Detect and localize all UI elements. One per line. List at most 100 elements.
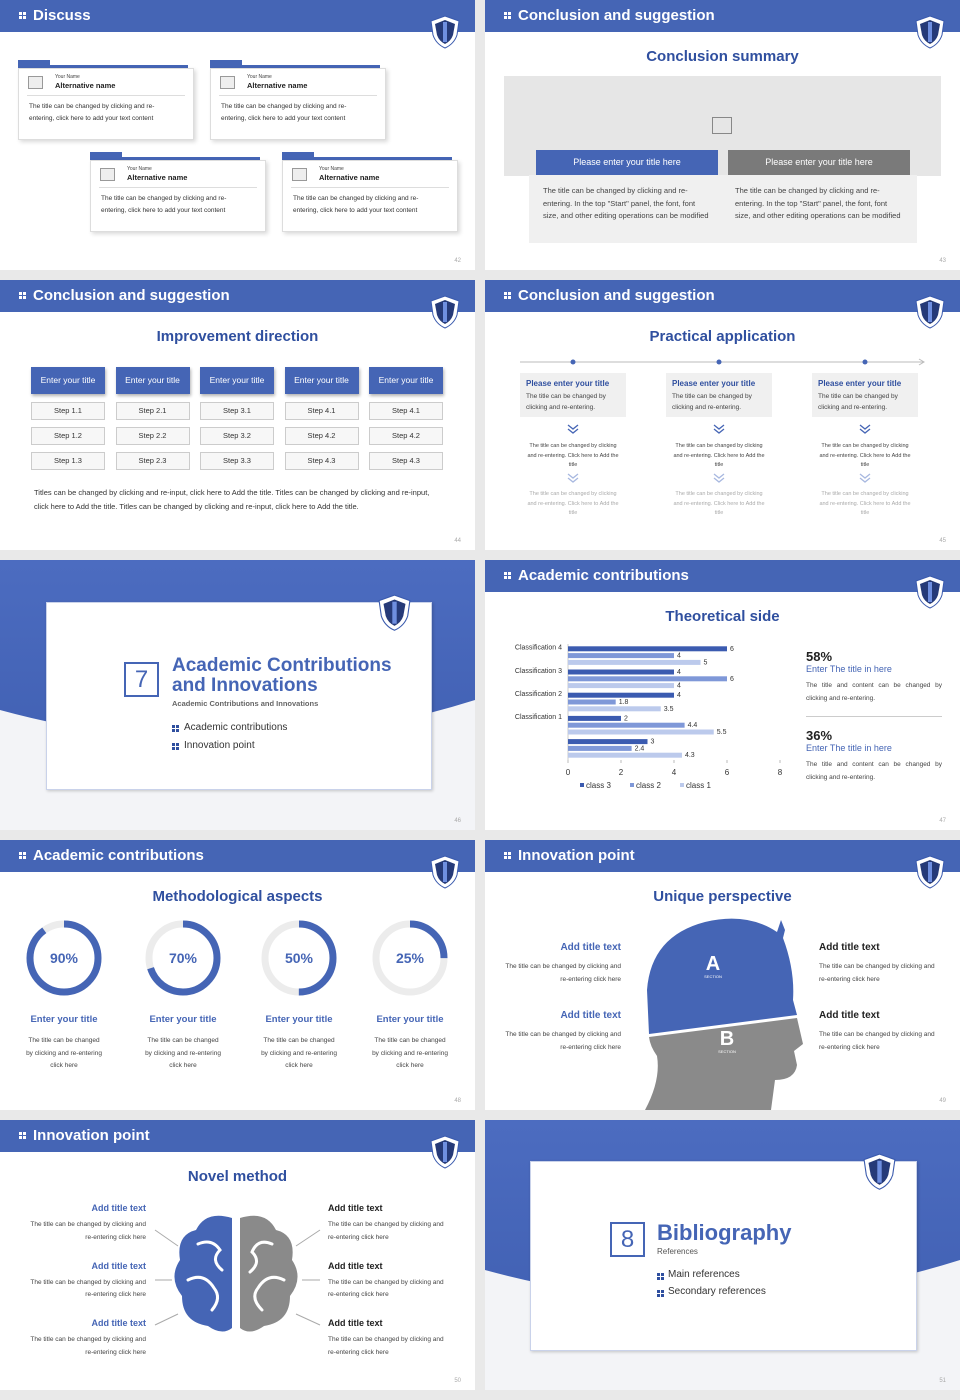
- donuts: 90% 70% 50% 25%: [26, 920, 448, 996]
- bar: [568, 729, 714, 735]
- item-title: Add title text: [328, 1203, 383, 1213]
- bullet-dot: [508, 572, 511, 575]
- bar: [568, 683, 674, 689]
- bullet-dot: [23, 296, 26, 299]
- bullet-dot: [661, 1273, 664, 1276]
- note-text: The title can be changed by clicking and…: [673, 443, 765, 468]
- chevron: [859, 424, 871, 434]
- card-body: Your Name Alternative name The title can b…: [210, 68, 386, 140]
- box-body: The title can be changed by clicking and…: [721, 175, 917, 243]
- card-top-bar: [210, 65, 380, 68]
- data-label: 5.5: [717, 729, 727, 736]
- slide-title: Practical application: [649, 328, 796, 345]
- info-title: Please enter your title: [818, 379, 902, 388]
- item-title: Add title text: [819, 1010, 880, 1021]
- donut-label: 70%: [169, 950, 198, 966]
- legend-label: class 1: [686, 781, 711, 790]
- bar: [568, 752, 682, 758]
- step-box: Step 4.3: [369, 452, 443, 470]
- section-subtitle: Academic Contributions and Innovations: [172, 699, 319, 708]
- item-text: The title can be changed by clicking and…: [505, 963, 621, 983]
- step-box: Step 4.1: [369, 402, 443, 420]
- step-box: Step 3.1: [200, 402, 274, 420]
- info-box: Please enter your title The title can be …: [520, 373, 626, 417]
- header-title: Conclusion and suggestion: [33, 287, 230, 304]
- slide: Innovation point Novel method Add title te…: [0, 1120, 475, 1390]
- category-label: Classification 2: [515, 691, 562, 698]
- donut-label: 50%: [285, 950, 314, 966]
- name-card: Your Name Alternative name The title can b…: [282, 152, 458, 232]
- header-title: Conclusion and suggestion: [518, 7, 715, 24]
- connector: [154, 1313, 179, 1326]
- bullet-dot: [508, 856, 511, 859]
- section-number: 7: [124, 662, 159, 697]
- slide: Conclusion and suggestion Practical appli…: [485, 280, 960, 550]
- brain-illustration: [154, 1215, 321, 1332]
- brain-fold: [248, 1240, 274, 1274]
- shield-stripe: [928, 582, 932, 602]
- bullet-dot: [504, 856, 507, 859]
- bullet-dot: [657, 1290, 660, 1293]
- slide-title: Theoretical side: [665, 608, 780, 625]
- bar: [568, 722, 685, 728]
- x-tick-label: 0: [566, 768, 571, 777]
- data-label: 6: [730, 676, 734, 683]
- item-text: The title can be changed by clicking and…: [30, 1278, 146, 1299]
- item-title: Enter your title: [30, 1014, 98, 1025]
- chevron: [713, 424, 725, 434]
- bullet-dot: [19, 856, 22, 859]
- bullet-dot: [504, 576, 507, 579]
- card-tab: [210, 60, 242, 65]
- header-title: Academic contributions: [33, 847, 204, 864]
- slide-title: Methodological aspects: [152, 888, 323, 905]
- page-number: 44: [454, 538, 461, 544]
- item-title: Add title text: [328, 1260, 383, 1271]
- page-number: 46: [454, 818, 461, 824]
- shield-stripe: [392, 601, 397, 624]
- card-top-bar: [282, 157, 452, 160]
- step-box: Step 1.3: [31, 452, 105, 470]
- shield-group: [430, 15, 460, 49]
- item-text: The title can be changed by clicking and…: [26, 1037, 102, 1069]
- bullet-dot: [176, 743, 179, 746]
- name: Alternative name: [319, 173, 380, 182]
- donut-label: 25%: [396, 950, 425, 966]
- note-text: The title can be changed by clicking and…: [819, 443, 911, 468]
- shield-group: [863, 1153, 896, 1190]
- bullet-dot: [504, 852, 507, 855]
- name-label: Your Name: [247, 74, 272, 80]
- info-text: The title can be changed by clicking and…: [672, 393, 752, 411]
- bullet-dot: [661, 1290, 664, 1293]
- x-tick-label: 2: [619, 768, 624, 777]
- header-title: Conclusion and suggestion: [518, 287, 715, 304]
- item-text: The title can be changed by clicking and…: [819, 963, 935, 983]
- section-letter: B: [720, 1028, 734, 1050]
- bar: [568, 659, 701, 665]
- box-title: Please enter your title here: [536, 150, 718, 175]
- section-title: Bibliography: [657, 1220, 792, 1245]
- bullet-dot: [176, 729, 179, 732]
- note-text: The title can be changed by clicking and…: [527, 443, 619, 468]
- brain-fold: [253, 1275, 286, 1312]
- page-number: 45: [939, 538, 946, 544]
- step-box: Step 4.2: [369, 427, 443, 445]
- box-body: The title can be changed by clicking and…: [529, 175, 725, 243]
- chevron: [567, 424, 579, 434]
- page-number: 43: [939, 258, 946, 264]
- bullet-dot: [657, 1273, 660, 1276]
- slide: Conclusion and suggestion Conclusion summ…: [485, 0, 960, 270]
- card-text: The title can be changed by clicking and…: [221, 103, 347, 122]
- connector: [295, 1229, 321, 1247]
- connector: [295, 1313, 321, 1326]
- bar: [568, 669, 674, 675]
- box-text: The title can be changed by clicking and…: [543, 186, 709, 220]
- bullet-dot: [176, 747, 179, 750]
- item-title: Add title text: [91, 1318, 146, 1328]
- section-number: 8: [610, 1222, 645, 1257]
- logo-shield: [430, 15, 460, 49]
- info-box: Please enter your title The title can be …: [666, 373, 772, 417]
- section-item: Secondary references: [668, 1286, 766, 1297]
- timeline: [520, 358, 925, 483]
- timeline-dot: [862, 359, 868, 365]
